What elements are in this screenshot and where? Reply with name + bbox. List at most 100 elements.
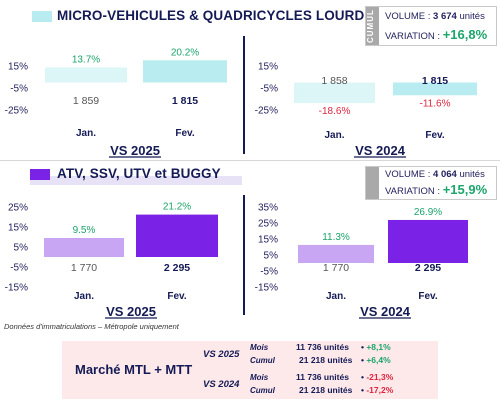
- bar-jan: [298, 244, 374, 263]
- section1-variation-label: VARIATION :: [385, 31, 441, 42]
- volume-label: 2 295: [415, 262, 441, 274]
- y-tick-label: 15%: [258, 62, 278, 73]
- category-label: Jan.: [324, 130, 344, 141]
- chart-title: VS 2024: [355, 143, 406, 158]
- market-row1-mois-var-value: +8,1%: [366, 342, 391, 352]
- section2-volume-value: 4 064: [433, 169, 457, 180]
- chart-micro-vs2024: 15% -5% -25% -18.6% 1 858 Jan. -11.6% 1 815 Fev.…: [255, 62, 477, 158]
- bar-fev: [393, 82, 477, 96]
- y-tick-label: 5%: [14, 243, 29, 254]
- volume-label: 2 295: [164, 262, 190, 274]
- chart-title: VS 2024: [360, 304, 411, 319]
- category-label: Fev.: [175, 128, 194, 139]
- bar-value-label: 13.7%: [72, 54, 100, 65]
- bar-fev: [388, 219, 468, 263]
- market-row2-mois-var-value: -21,3%: [366, 372, 394, 382]
- market-row2-cumul-value: 21 218 unités: [299, 385, 353, 395]
- y-tick-label: -25%: [255, 106, 278, 117]
- market-row2-mois-var: • -21,3%: [361, 372, 394, 382]
- market-row1-cumul-var-value: +6,4%: [366, 355, 391, 365]
- market-row1-cumul-label: Cumul: [250, 356, 275, 365]
- bar-jan: [294, 82, 375, 103]
- section1-cumul-box: CUMUL VOLUME : 3 674 unités VARIATION : …: [365, 6, 497, 46]
- volume-label: 1 770: [71, 262, 97, 274]
- section2-divider: [243, 195, 245, 315]
- volume-label: 1 770: [323, 262, 349, 274]
- section2-cumul-box: VOLUME : 4 064 unités VARIATION : +15,9%: [365, 166, 497, 200]
- section2-title-band: [30, 176, 242, 185]
- chart-atv-vs2025: 25% 15% 5% -5% -15% 9.5% 1 770 Jan. 21.2% 2 295 Fe…: [5, 202, 218, 319]
- bar-value-label: 26.9%: [414, 207, 442, 218]
- category-label: Jan.: [74, 291, 94, 302]
- bar-fev: [143, 60, 227, 83]
- category-label: Fev.: [425, 130, 444, 141]
- y-tick-label: -25%: [5, 106, 28, 117]
- market-row2-vs: VS 2024: [203, 379, 240, 390]
- bar-value-label: 21.2%: [163, 202, 191, 213]
- category-label: Fev.: [167, 291, 186, 302]
- y-tick-label: 5%: [264, 251, 279, 262]
- market-row1-cumul-var: • +6,4%: [361, 355, 391, 365]
- bar-jan: [45, 67, 127, 83]
- market-row1-vs: VS 2025: [203, 349, 240, 360]
- section2-volume-line: VOLUME : 4 064 unités: [385, 169, 485, 180]
- volume-label: 1 858: [321, 75, 347, 87]
- footnote: Données d'immatriculations – Métropole u…: [4, 322, 179, 331]
- market-row2-mois-label: Mois: [250, 373, 269, 382]
- category-label: Fev.: [418, 291, 437, 302]
- section2-swatch: [30, 169, 50, 180]
- volume-label: 1 815: [422, 75, 448, 87]
- bar-value-label: -11.6%: [420, 98, 451, 109]
- market-box: Marché MTL + MTT VS 2025 Mois 11 736 uni…: [62, 341, 438, 399]
- y-tick-label: 15%: [8, 62, 28, 73]
- chart-atv-vs2024: 35% 25% 15% 5% -5% -15% 11.3% 1 770 Jan. 26.9% 2 2…: [255, 203, 468, 319]
- bar-jan: [44, 238, 124, 257]
- y-tick-label: -5%: [260, 84, 278, 95]
- section2-variation-line: VARIATION : +15,9%: [385, 182, 487, 197]
- section1-divider: [243, 36, 245, 154]
- section1-volume-line: VOLUME : 3 674 unités: [385, 11, 485, 22]
- section2-volume-unit: unités: [459, 169, 485, 180]
- section-separator: [0, 160, 500, 161]
- market-row2-cumul-var-value: -17,2%: [366, 385, 394, 395]
- category-label: Jan.: [326, 291, 346, 302]
- market-row2-mois-value: 11 736 unités: [296, 372, 349, 382]
- volume-label: 1 859: [73, 95, 99, 107]
- section1-volume-label: VOLUME :: [385, 11, 431, 22]
- market-row1-mois-var: • +8,1%: [361, 342, 391, 352]
- market-row2-cumul-label: Cumul: [250, 386, 275, 395]
- y-tick-label: 15%: [8, 223, 28, 234]
- section1-volume-unit: unités: [459, 11, 485, 22]
- market-title: Marché MTL + MTT: [75, 362, 193, 377]
- market-row1-cumul-value: 21 218 unités: [299, 355, 353, 365]
- bar-value-label: -18.6%: [319, 106, 351, 117]
- section1-variation-value: +16,8%: [442, 27, 488, 42]
- bar-fev: [136, 214, 218, 257]
- volume-label: 1 815: [172, 95, 198, 107]
- y-tick-label: -5%: [10, 263, 28, 274]
- y-tick-label: -5%: [260, 267, 278, 278]
- y-tick-label: -15%: [5, 283, 28, 294]
- section2-variation-label: VARIATION :: [385, 186, 441, 197]
- section2-volume-label: VOLUME :: [385, 169, 431, 180]
- bar-value-label: 9.5%: [73, 225, 96, 236]
- market-row2-cumul-var: • -17,2%: [361, 385, 394, 395]
- category-label: Jan.: [76, 128, 96, 139]
- chart-title: VS 2025: [106, 304, 156, 319]
- market-row1-mois-label: Mois: [250, 343, 269, 352]
- y-tick-label: 15%: [258, 235, 278, 246]
- y-tick-label: 25%: [8, 203, 28, 214]
- y-tick-label: 35%: [258, 203, 278, 214]
- section1-swatch: [32, 11, 52, 22]
- market-row1-mois-value: 11 736 unités: [296, 342, 349, 352]
- section2-title: ATV, SSV, UTV et BUGGY: [57, 166, 221, 181]
- y-tick-label: 25%: [258, 219, 278, 230]
- section2-variation-value: +15,9%: [442, 182, 488, 197]
- y-tick-label: -5%: [10, 84, 28, 95]
- section1-volume-value: 3 674: [433, 11, 457, 22]
- section1-variation-line: VARIATION : +16,8%: [385, 27, 487, 42]
- bar-value-label: 20.2%: [171, 47, 199, 58]
- bar-value-label: 11.3%: [322, 232, 350, 243]
- section1-title: MICRO-VEHICULES & QUADRICYCLES LOURDS: [57, 8, 374, 23]
- y-tick-label: -15%: [255, 283, 278, 294]
